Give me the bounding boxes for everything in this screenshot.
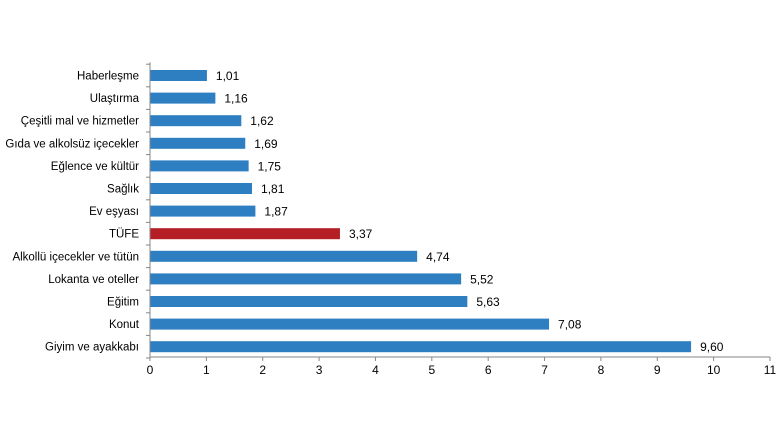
x-tick-label-8: 8 [598, 363, 605, 377]
category-labels: Haberleşme Ulaştırma Çeşitli mal ve hizmet… [5, 71, 139, 354]
x-tick-label-6: 6 [485, 363, 492, 377]
category-label-gida-ve-alkolsuz-icecekler: Gıda ve alkolsüz içecekler [5, 138, 139, 150]
category-label-egitim: Eğitim [107, 297, 139, 309]
value-label-konut: 7,08 [558, 318, 582, 332]
bar-lokanta-ve-oteller [150, 273, 462, 285]
category-label-lokanta-ve-oteller: Lokanta ve oteller [48, 274, 139, 286]
value-labels: 1,01 1,161,62 1,69 1,75 1,81 1,87 3,37 4,74 5,52… [216, 69, 724, 354]
bar-egitim [150, 296, 468, 307]
bar-alkollu-icecekler-ve-tutun [150, 250, 418, 262]
bar-konut [150, 318, 550, 330]
bar-group [150, 70, 692, 353]
category-label-alkollu-icecekler-ve-tutun: Alkollü içecekler ve tütün [12, 251, 139, 263]
category-label-giyim-ve-ayakkabi: Giyim ve ayakkabı [45, 342, 139, 354]
bar-cesitli-mal-ve-hizmetler [150, 115, 242, 127]
bar-giyim-ve-ayakkabi [150, 341, 692, 353]
category-label-saglik: Sağlık [107, 184, 139, 196]
category-label-ev-esyasi: Ev eşyası [89, 206, 139, 218]
x-tick-label-2: 2 [259, 363, 266, 377]
x-tick-label-7: 7 [541, 363, 548, 377]
bar-ulastirma [150, 92, 216, 104]
x-tick-label-11: 11 [764, 363, 777, 377]
x-tick-label-9: 9 [654, 363, 661, 377]
bar-tufe [150, 228, 340, 240]
value-label-tufe: 3,37 [349, 227, 373, 241]
value-label-giyim-ve-ayakkabi: 9,60 [700, 340, 724, 354]
x-tick-label-5: 5 [428, 363, 435, 377]
x-tick-label-4: 4 [372, 363, 379, 377]
category-label-cesitli-mal-ve-hizmetler: Çeşitli mal ve hizmetler [21, 116, 139, 128]
bar-eglence-ve-kultur [150, 160, 249, 172]
value-label-lokanta-ve-oteller: 5,52 [470, 272, 494, 286]
value-label-saglik: 1,81 [261, 182, 285, 196]
value-label-ev-esyasi: 1,87 [264, 205, 288, 219]
x-tick-label-10: 10 [707, 363, 721, 377]
x-tick-label-1: 1 [203, 363, 210, 377]
value-label-eglence-ve-kultur: 1,75 [258, 159, 282, 173]
bar-saglik [150, 183, 253, 194]
x-axis: 0 1 2 3 4 5 6 7 8 9 10 11 [146, 62, 777, 377]
category-label-eglence-ve-kultur: Eğlence ve kültür [51, 161, 139, 173]
category-label-haberlesme: Haberleşme [77, 71, 139, 83]
category-label-tufe: TÜFE [109, 229, 139, 241]
bar-haberlesme [150, 70, 207, 81]
value-label-ulastirma: 1,16 [224, 92, 248, 106]
bar-ev-esyasi [150, 205, 256, 217]
category-label-konut: Konut [109, 319, 140, 331]
value-label-haberlesme: 1,01 [216, 69, 240, 83]
category-label-ulastirma: Ulaştırma [90, 93, 140, 105]
value-label-cesitli-mal-ve-hizmetler: 1,62 [250, 114, 274, 128]
bar-gida-ve-alkolsuz-icecekler [150, 137, 246, 149]
value-label-egitim: 5,63 [476, 295, 500, 309]
value-label-gida-ve-alkolsuz-icecekler: 1,69 [254, 137, 278, 151]
x-tick-label-0: 0 [147, 363, 154, 377]
value-label-alkollu-icecekler-ve-tutun: 4,74 [426, 250, 450, 264]
x-tick-label-3: 3 [316, 363, 323, 377]
